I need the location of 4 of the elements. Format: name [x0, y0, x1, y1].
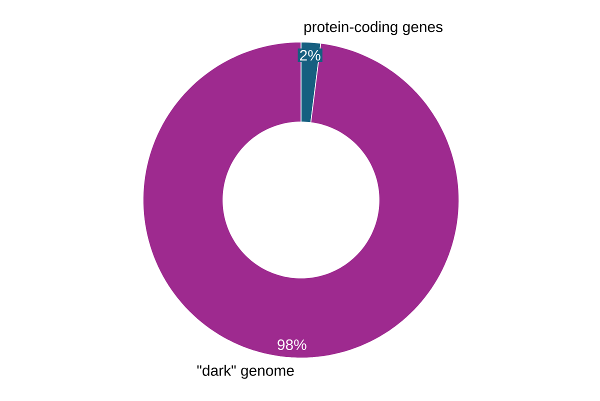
data-label: 98%: [278, 339, 306, 350]
slice-label: "dark" genome: [197, 364, 294, 379]
data-label: 2%: [300, 50, 320, 61]
slice-label: protein-coding genes: [304, 21, 442, 36]
